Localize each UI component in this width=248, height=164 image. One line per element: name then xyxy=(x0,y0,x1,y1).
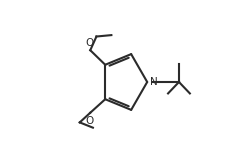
Text: O: O xyxy=(85,116,93,126)
Text: N: N xyxy=(150,77,158,87)
Text: O: O xyxy=(85,38,93,48)
